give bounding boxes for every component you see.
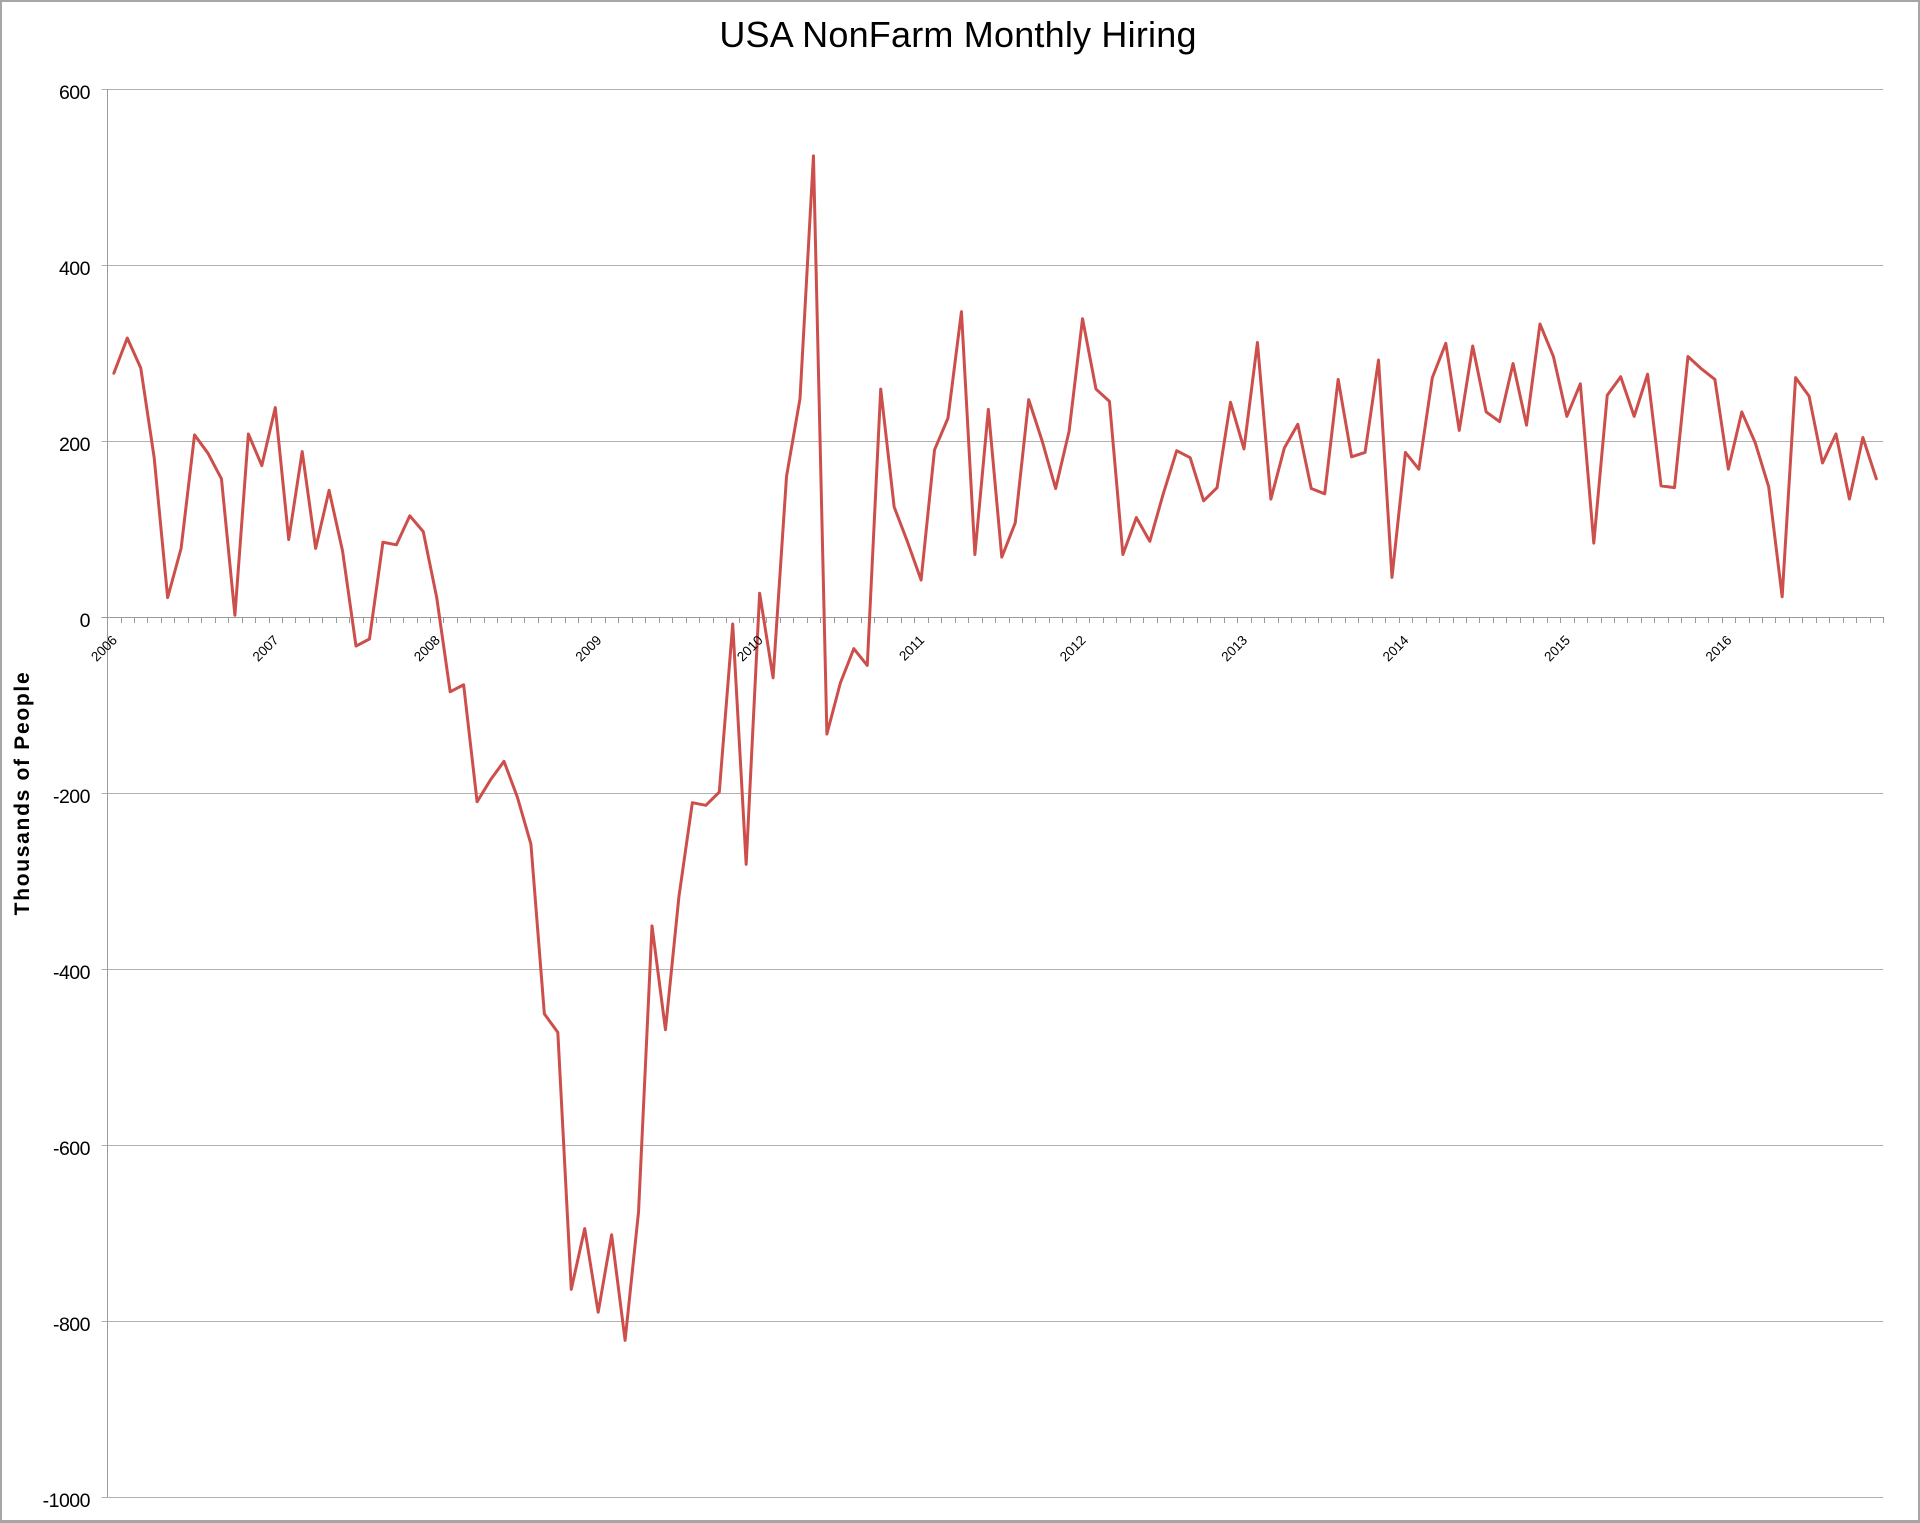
svg-text:200: 200 <box>59 434 91 456</box>
svg-text:400: 400 <box>59 258 91 280</box>
svg-text:Thousands of People: Thousands of People <box>11 671 34 916</box>
svg-text:-1000: -1000 <box>43 1490 91 1512</box>
svg-text:600: 600 <box>59 82 91 104</box>
svg-text:-200: -200 <box>53 786 91 808</box>
svg-text:-600: -600 <box>53 1138 91 1160</box>
svg-text:USA NonFarm Monthly Hiring: USA NonFarm Monthly Hiring <box>719 14 1196 55</box>
svg-text:-800: -800 <box>53 1314 91 1336</box>
svg-text:-400: -400 <box>53 962 91 984</box>
svg-text:0: 0 <box>80 610 91 632</box>
